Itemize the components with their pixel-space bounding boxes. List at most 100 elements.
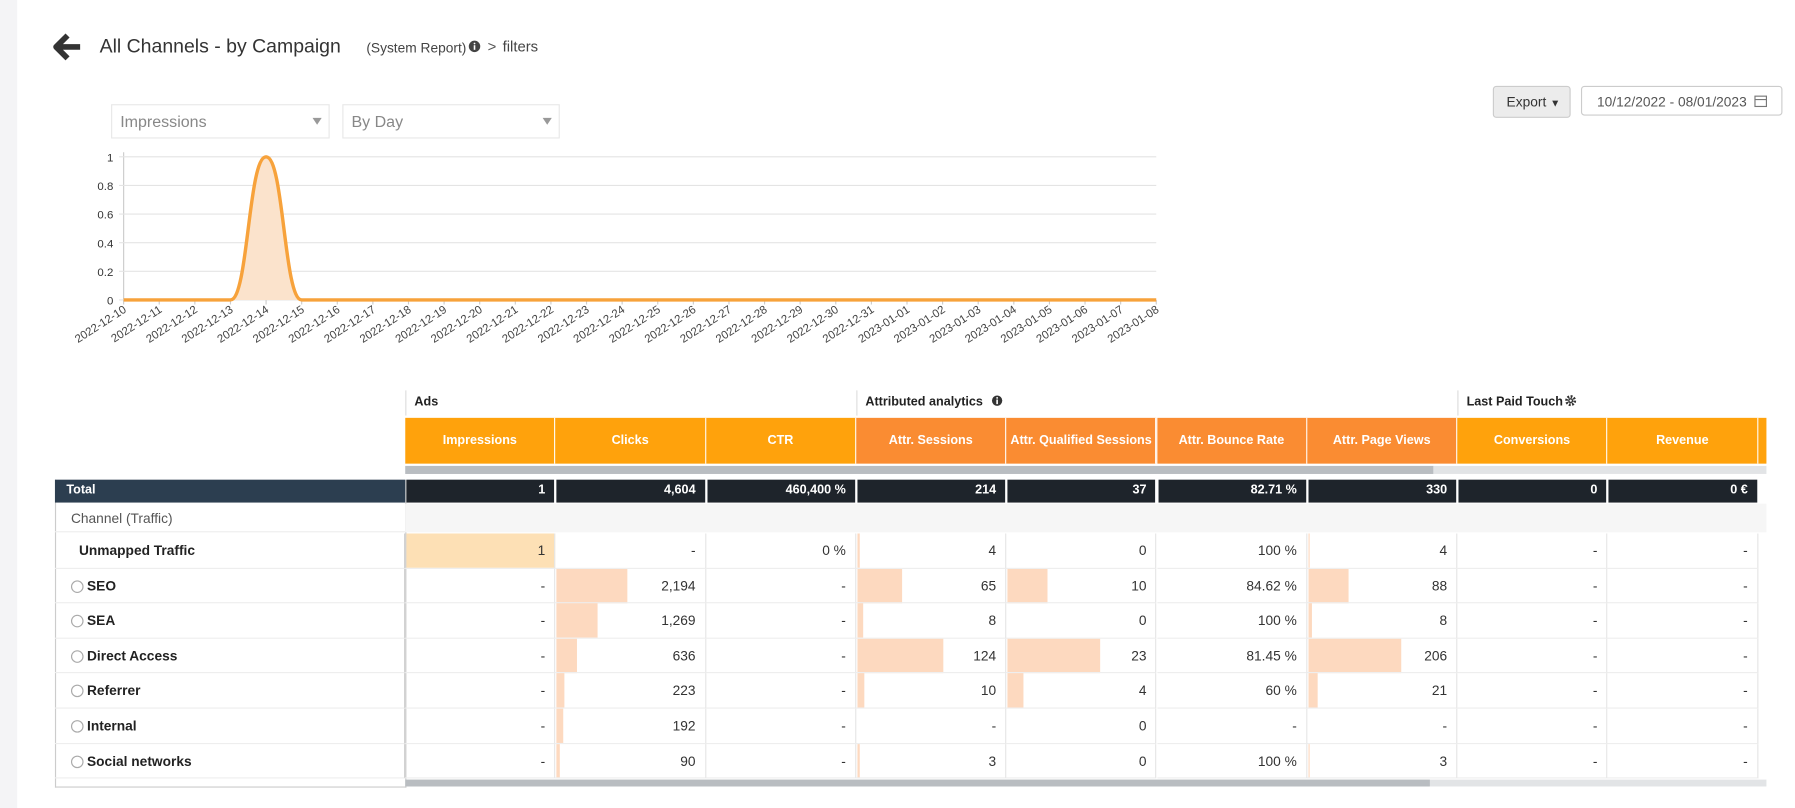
cell: - [1457,708,1608,744]
row-label-cell [54,533,406,569]
expand-icon[interactable] [70,614,84,628]
cell-bar [857,603,863,638]
column-header: Attr. Sessions [856,417,1007,464]
y-tick-label: 0.4 [97,238,114,250]
cell: 4 [1006,673,1157,709]
column-header: Revenue [1607,417,1759,464]
cell-bar [406,533,556,568]
cell: - [705,708,857,744]
export-button[interactable]: Export ▼ [1492,85,1571,118]
cell: 88 [1307,568,1458,604]
cell: - [1156,708,1308,744]
cell: 124 [856,638,1007,674]
group-header: Ads [405,390,856,416]
column-header: Conversions [1457,417,1608,464]
line [123,155,1157,302]
date-range-text: 10/12/2022 - 08/01/2023 [1596,93,1747,110]
cell: 10 [856,673,1007,709]
breadcrumb[interactable]: filters [502,37,539,55]
cell: 636 [555,638,706,674]
cell-bar [1308,568,1349,603]
settings-icon [1565,395,1577,410]
cell-bar [857,533,861,568]
row-label: Social networks [87,752,192,769]
cell: 8 [856,603,1007,639]
cell: 2,194 [555,568,706,604]
row-label: Unmapped Traffic [78,542,196,559]
cell: - [1457,533,1608,569]
expand-icon[interactable] [70,720,84,733]
row-label: Referrer [87,682,141,699]
column-header: CTR [705,417,857,464]
cell: 0 [1006,743,1157,779]
cell: - [1457,638,1608,674]
cell-bar [556,638,578,673]
cell: 100 % [1156,533,1308,569]
cell: 21 [1307,673,1458,709]
cell: - [705,638,857,674]
row-label-cell [54,673,406,709]
group-header: Last Paid Touch [1457,390,1758,416]
chart: 00.20.40.60.812022-12-102022-12-112022-1… [73,152,1161,346]
expand-icon[interactable] [70,579,84,593]
chevron: > [487,37,497,55]
section-label: Channel (Traffic) [54,504,406,533]
cell: - [1607,603,1759,639]
metric-select[interactable]: Impressions [111,104,330,139]
cell: - [705,568,857,604]
cell: - [1607,638,1759,674]
cell: 0 % [705,533,857,569]
cell: 100 % [1156,743,1308,779]
cell: 60 % [1156,673,1308,709]
info-icon[interactable] [468,40,481,53]
cell: 10 [1006,568,1157,604]
total-cell: 214 [857,479,1006,503]
row-label-cell [54,708,406,744]
cell: - [1457,568,1608,604]
cell: 192 [555,708,706,744]
expand-icon[interactable] [70,685,84,698]
cell: 84.62 % [1156,568,1308,604]
cell-bar [857,568,903,603]
cell-bar [1308,743,1310,778]
cell: 8 [1307,603,1458,639]
export-label: Export [1506,93,1547,110]
cell: - [1307,708,1458,744]
scrollbar-thumb [405,779,1430,787]
y-tick-label: 0 [107,296,113,308]
cell: 90 [555,743,706,779]
cell: - [705,743,857,779]
back-button[interactable] [53,32,83,62]
y-tick-label: 1 [107,152,113,164]
y-tick-label: 0.2 [97,267,113,279]
expand-icon[interactable] [70,755,84,768]
table-frame [54,479,407,788]
total-cell: 330 [1308,479,1457,503]
cell-bar [556,603,598,638]
cell-bar [1308,673,1318,708]
cell: - [856,708,1007,744]
cell: 100 % [1156,603,1308,639]
total-cell: 0 [1458,479,1607,503]
group-header: Attributed analytics [856,390,1457,416]
row-label: Direct Access [87,647,178,664]
column-header: Attr. Page Views [1307,417,1458,464]
date-range[interactable]: 10/12/2022 - 08/01/2023 [1580,85,1783,116]
cell: - [405,673,556,709]
cell: - [405,638,556,674]
period-select[interactable]: By Day [342,104,560,139]
expand-icon[interactable] [70,650,84,663]
cell: - [1457,603,1608,639]
cell: 0 [1006,533,1157,569]
cell: - [705,673,857,709]
total-cell: 460,400 % [707,479,856,503]
total-cell: 37 [1007,479,1156,503]
row-label-cell [54,603,406,639]
y-tick-label: 0.8 [97,181,113,193]
cell: - [555,533,706,569]
total-cell: 1 [406,479,555,503]
row-label: SEA [87,612,116,629]
column-header: Impressions [405,417,556,464]
cell: 3 [856,743,1007,779]
